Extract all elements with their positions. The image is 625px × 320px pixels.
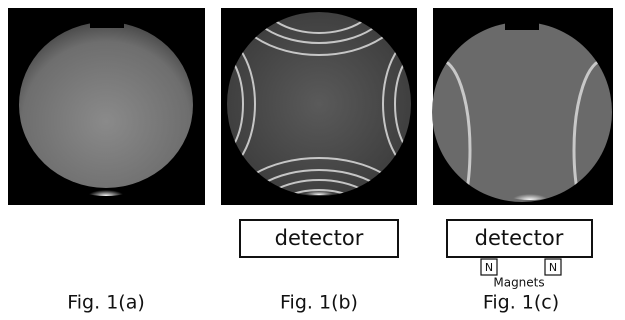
magnets-label: Magnets bbox=[493, 276, 544, 290]
detector-label: detector bbox=[475, 226, 564, 250]
image-a bbox=[8, 8, 205, 205]
caption: Fig. 1(a) bbox=[67, 292, 145, 314]
magnet-pole: N bbox=[549, 261, 557, 274]
caption: Fig. 1(c) bbox=[483, 292, 559, 314]
figure: detector detector N N Magnets Fig. 1(a) … bbox=[0, 0, 625, 320]
magnet-pole: N bbox=[485, 261, 493, 274]
image-c bbox=[410, 8, 625, 240]
caption: Fig. 1(b) bbox=[280, 292, 358, 314]
detector-label: detector bbox=[275, 226, 364, 250]
page: detector detector N N Magnets Fig. 1(a) … bbox=[0, 0, 625, 320]
